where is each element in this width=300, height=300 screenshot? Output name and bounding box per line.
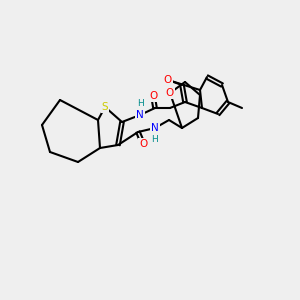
Text: O: O <box>166 88 174 98</box>
Text: O: O <box>164 75 172 85</box>
Text: O: O <box>149 91 157 101</box>
Text: N: N <box>136 110 144 120</box>
Text: H: H <box>152 134 158 143</box>
Text: H: H <box>136 98 143 107</box>
Text: O: O <box>139 139 147 149</box>
Text: N: N <box>151 123 159 133</box>
Text: S: S <box>102 102 108 112</box>
